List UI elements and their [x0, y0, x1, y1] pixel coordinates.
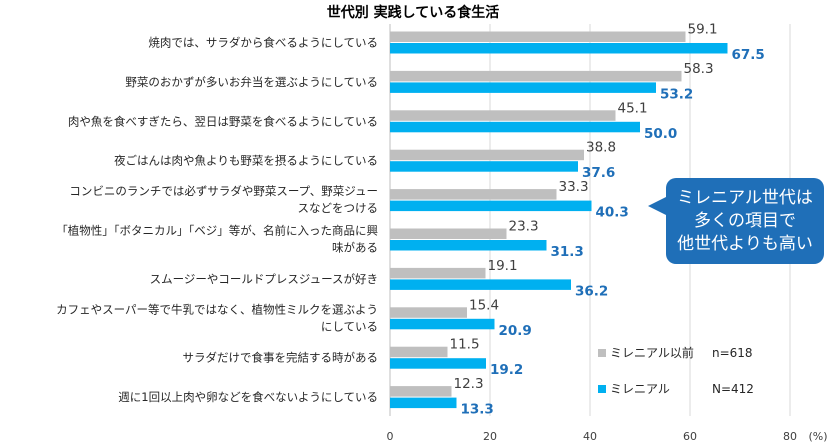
callout-line: 多くの項目で	[694, 210, 796, 231]
data-label-pre-millennial: 12.3	[454, 376, 484, 392]
x-tick-label: 0	[387, 430, 394, 443]
data-label-pre-millennial: 15.4	[469, 297, 499, 313]
bar-pre-millennial	[390, 149, 584, 161]
bar-millennial	[390, 200, 592, 212]
legend-swatch	[598, 385, 606, 393]
category-label: スなどをつける	[298, 201, 379, 215]
callout-pointer	[648, 196, 668, 216]
x-unit-label: (%)	[808, 430, 827, 443]
x-tick-label: 60	[683, 430, 697, 443]
data-label-pre-millennial: 38.8	[586, 140, 616, 156]
x-tick-label: 40	[583, 430, 597, 443]
data-label-millennial: 37.6	[582, 165, 615, 181]
data-label-millennial: 50.0	[644, 126, 677, 142]
category-label: 「植物性」「ボタニカル」「ベジ」等が、名前に入った商品に興	[56, 224, 378, 238]
legend-n-label: N=412	[712, 382, 754, 396]
data-label-millennial: 13.3	[461, 402, 494, 418]
bar-millennial	[390, 161, 578, 172]
category-label: 焼肉では、サラダから食べるようにしている	[148, 36, 378, 50]
data-label-pre-millennial: 45.1	[618, 100, 648, 116]
callout-box: ミレニアル世代は 多くの項目で 他世代よりも高い	[666, 178, 824, 264]
data-label-pre-millennial: 19.1	[488, 258, 518, 274]
callout-line: ミレニアル世代は	[677, 187, 813, 208]
chart-title: 世代別 実践している食生活	[327, 4, 499, 21]
category-label: 味がある	[332, 241, 378, 255]
legend-n-label: n=618	[712, 346, 753, 360]
bar-millennial	[390, 358, 486, 369]
category-label: スムージーやコールドプレスジュースが好き	[150, 272, 378, 286]
bar-pre-millennial	[390, 346, 448, 358]
callout-line: 他世代よりも高い	[677, 233, 813, 254]
category-label: 週に1回以上肉や卵などを食べないようにしている	[118, 390, 378, 404]
bar-pre-millennial	[390, 189, 557, 200]
data-label-pre-millennial: 59.1	[688, 22, 718, 38]
data-label-pre-millennial: 58.3	[684, 61, 714, 77]
bar-millennial	[390, 240, 547, 251]
bar-pre-millennial	[390, 386, 452, 397]
x-tick-label: 80	[783, 430, 797, 443]
category-label: 夜ごはんは肉や魚よりも野菜を摂るようにしている	[114, 154, 378, 168]
category-label: にしている	[321, 319, 378, 333]
bar-pre-millennial	[390, 267, 486, 279]
category-label: 野菜のおかずが多いお弁当を選ぶようにしている	[125, 75, 378, 89]
category-label: サラダだけで食事を完結する時がある	[183, 351, 379, 365]
data-label-pre-millennial: 11.5	[450, 337, 480, 353]
data-label-millennial: 67.5	[732, 47, 765, 63]
legend-swatch	[598, 349, 606, 357]
data-label-millennial: 31.3	[551, 244, 584, 260]
bar-pre-millennial	[390, 70, 682, 82]
bar-pre-millennial	[390, 110, 616, 121]
bar-pre-millennial	[390, 307, 467, 318]
data-label-pre-millennial: 33.3	[559, 179, 589, 195]
data-label-millennial: 20.9	[499, 323, 532, 339]
bar-pre-millennial	[390, 31, 686, 42]
data-label-pre-millennial: 23.3	[509, 219, 539, 235]
bar-millennial	[390, 397, 457, 409]
bar-pre-millennial	[390, 228, 507, 239]
bar-millennial	[390, 121, 640, 133]
bar-millennial	[390, 318, 495, 330]
x-tick-label: 20	[483, 430, 497, 443]
data-label-millennial: 53.2	[660, 86, 693, 102]
data-label-millennial: 19.2	[490, 362, 523, 378]
legend-label: ミレニアル以前	[610, 345, 694, 360]
bar-millennial	[390, 82, 656, 93]
bar-millennial	[390, 43, 728, 54]
category-label: 肉や魚を食べすぎたら、翌日は野菜を食べるようにしている	[68, 114, 378, 128]
category-label: カフェやスーパー等で牛乳ではなく、植物性ミルクを選ぶよう	[56, 302, 378, 316]
data-label-millennial: 40.3	[596, 205, 629, 221]
bar-millennial	[390, 279, 571, 290]
legend-label: ミレニアル	[610, 382, 670, 396]
data-label-millennial: 36.2	[575, 283, 608, 299]
category-label: コンビニのランチでは必ずサラダや野菜スープ、野菜ジュー	[69, 184, 378, 198]
